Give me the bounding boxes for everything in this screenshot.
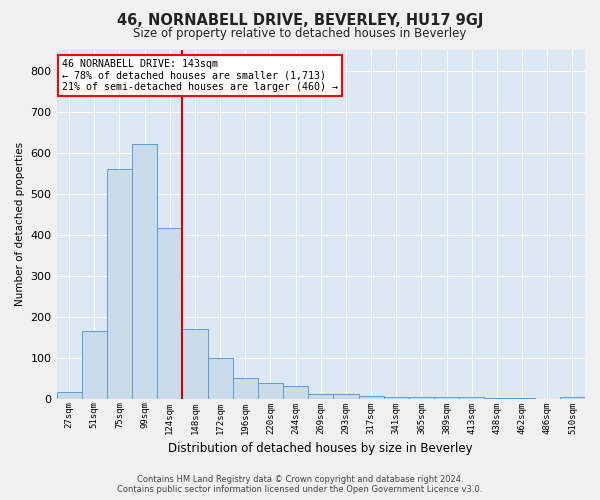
Bar [359, 396, 383, 398]
Bar [283, 386, 308, 398]
Text: 46 NORNABELL DRIVE: 143sqm
← 78% of detached houses are smaller (1,713)
21% of s: 46 NORNABELL DRIVE: 143sqm ← 78% of deta… [62, 58, 338, 92]
Bar [560, 396, 585, 398]
Bar [459, 396, 484, 398]
Bar [233, 378, 258, 398]
Text: 46, NORNABELL DRIVE, BEVERLEY, HU17 9GJ: 46, NORNABELL DRIVE, BEVERLEY, HU17 9GJ [117, 12, 483, 28]
Y-axis label: Number of detached properties: Number of detached properties [15, 142, 25, 306]
X-axis label: Distribution of detached houses by size in Beverley: Distribution of detached houses by size … [169, 442, 473, 455]
Bar [208, 358, 233, 399]
Bar [258, 383, 283, 398]
Bar [56, 392, 82, 398]
Text: Size of property relative to detached houses in Beverley: Size of property relative to detached ho… [133, 28, 467, 40]
Bar [308, 394, 334, 398]
Bar [107, 169, 132, 398]
Bar [157, 228, 182, 398]
Bar [132, 144, 157, 398]
Bar [182, 329, 208, 398]
Text: Contains HM Land Registry data © Crown copyright and database right 2024.
Contai: Contains HM Land Registry data © Crown c… [118, 474, 482, 494]
Bar [82, 331, 107, 398]
Bar [334, 394, 359, 398]
